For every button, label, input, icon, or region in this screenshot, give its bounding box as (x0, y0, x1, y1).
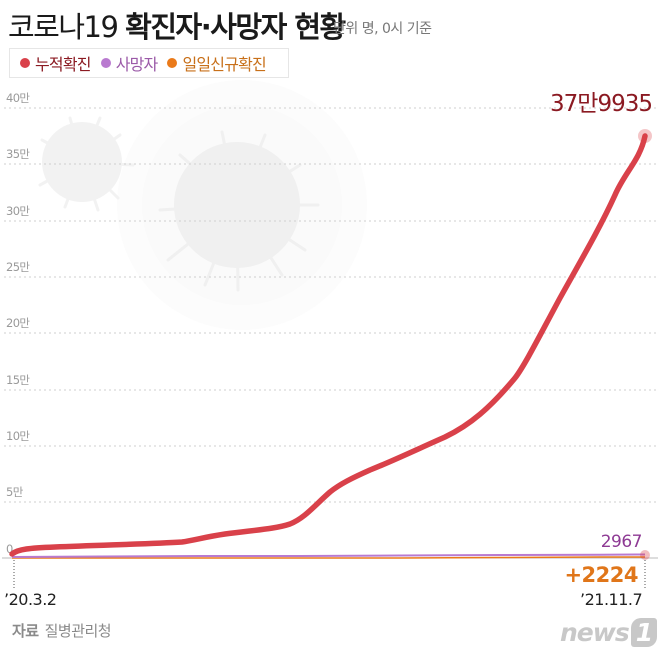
y-tick: 0 (6, 542, 13, 556)
gridlines (4, 107, 658, 503)
y-tick: 40만 (6, 91, 30, 105)
title-bold: 확진자·사망자 현황 (125, 10, 346, 44)
y-tick: 20만 (6, 316, 30, 330)
series-daily-line (12, 556, 645, 559)
source-value: 질병관리청 (44, 622, 112, 640)
y-tick: 35만 (6, 147, 30, 161)
series-total-line (9, 133, 648, 557)
y-tick: 5만 (6, 485, 24, 499)
orange-dot-icon (167, 58, 178, 68)
legend-item-daily: 일일신규확진 (167, 51, 267, 75)
news1-logo-icon: news 1 (560, 618, 658, 647)
total-end-value: 37만9935 (550, 91, 653, 117)
y-tick: 10만 (6, 429, 30, 443)
logo-num: 1 (630, 618, 658, 647)
legend-label: 일일신규확진 (182, 55, 266, 74)
x-end-label: ’21.11.7 (580, 590, 643, 609)
logo-text: news (560, 618, 630, 647)
red-dot-icon (20, 58, 30, 68)
source-label: 자료 (12, 622, 39, 640)
legend-item-deaths: 사망자 (100, 51, 159, 75)
chart-title: 코로나19 확진자·사망자 현황 (8, 4, 346, 46)
legend-label: 누적확진 (35, 55, 91, 74)
y-tick: 15만 (6, 373, 30, 387)
title-regular: 코로나19 (8, 10, 126, 44)
deaths-end-marker (640, 550, 650, 560)
unit-note: 단위 명, 0시 기준 (333, 21, 432, 37)
daily-end-value: +2224 (564, 563, 638, 587)
x-start-label: ’20.3.2 (4, 590, 57, 609)
purple-dot-icon (100, 58, 111, 68)
y-tick: 25만 (6, 260, 30, 274)
y-axis-labels: 40만 35만 30만 25만 20만 15만 10만 5만 0 (6, 91, 31, 556)
legend-item-total: 누적확진 (20, 51, 91, 75)
total-end-marker (638, 129, 652, 143)
virus-illustration-icon (38, 80, 367, 330)
deaths-end-value: 2967 (600, 532, 643, 552)
y-tick: 30만 (6, 204, 30, 218)
legend: 누적확진 사망자 일일신규확진 (9, 48, 289, 78)
source-note: 자료 질병관리청 (12, 620, 112, 641)
series-deaths-line (11, 553, 646, 558)
legend-label: 사망자 (115, 55, 159, 74)
